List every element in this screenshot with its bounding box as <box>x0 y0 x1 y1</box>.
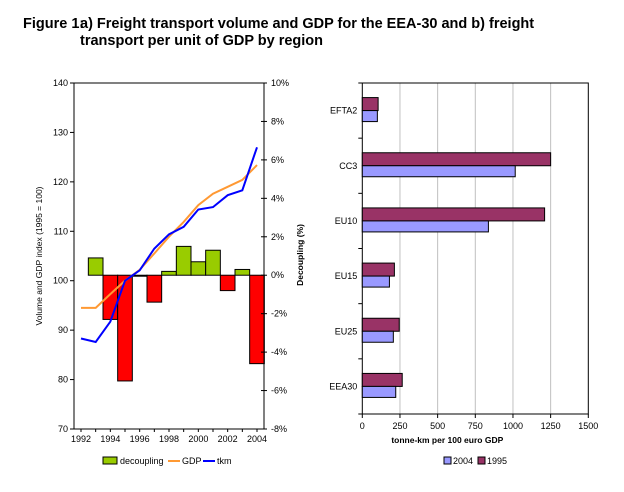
decoupling-bar <box>146 274 163 303</box>
x-tick-label: 1000 <box>503 421 523 431</box>
decoupling-bar <box>102 274 119 320</box>
decoupling-bar <box>219 274 236 292</box>
decoupling-bar <box>249 274 265 365</box>
gdp-line <box>81 164 258 309</box>
right-tick-label: -6% <box>271 386 287 396</box>
bar-2004 <box>361 110 378 123</box>
decoupling-bar <box>117 274 133 382</box>
right-tick-label: 6% <box>271 155 284 165</box>
legend-label-tkm: tkm <box>217 456 232 466</box>
x-axis-title: tonne-km per 100 euro GDP <box>391 435 503 445</box>
category-label: EFTA2 <box>330 106 357 116</box>
plot-area-a <box>74 83 264 429</box>
legend-swatch-decoupling <box>102 456 118 465</box>
right-tick-label: 8% <box>271 116 284 126</box>
category-label: EEA30 <box>329 381 357 391</box>
decoupling-bar <box>131 274 148 277</box>
x-tick-label: 0 <box>360 421 365 431</box>
bar-1995 <box>361 207 546 222</box>
right-tick-label: 4% <box>271 193 284 203</box>
decoupling-bar <box>205 249 221 276</box>
x-tick-label: 2004 <box>247 434 267 444</box>
right-tick-label: 10% <box>271 78 289 88</box>
legend-label-decoupling: decoupling <box>120 456 164 466</box>
tkm-line <box>80 146 258 344</box>
decoupling-bar <box>190 261 207 276</box>
left-tick-label: 120 <box>53 177 68 187</box>
left-tick-label: 80 <box>58 375 68 385</box>
bar-2004 <box>361 385 397 398</box>
x-tick-label: 250 <box>392 421 407 431</box>
left-axis-title: Volume and GDP index (1995 = 100) <box>34 186 44 325</box>
category-label: EU10 <box>335 216 358 226</box>
decoupling-bar <box>234 268 251 276</box>
figure-number: Figure 1: <box>23 16 85 32</box>
category-label: EU25 <box>335 326 358 336</box>
x-tick-label: 2002 <box>218 434 238 444</box>
category-label: EU15 <box>335 271 358 281</box>
legend-label-1995: 1995 <box>487 456 507 466</box>
decoupling-bar <box>87 257 104 276</box>
category-label: CC3 <box>339 161 357 171</box>
x-tick-label: 2000 <box>188 434 208 444</box>
right-tick-label: -2% <box>271 309 287 319</box>
bar-1995 <box>361 372 403 387</box>
bar-2004 <box>361 330 394 343</box>
left-tick-label: 110 <box>54 226 68 236</box>
bar-1995 <box>361 97 379 112</box>
bar-2004 <box>361 220 489 233</box>
x-tick-label: 1994 <box>100 434 120 444</box>
right-tick-label: 2% <box>271 232 284 242</box>
x-tick-label: 1992 <box>71 434 91 444</box>
x-tick-label: 1250 <box>541 421 561 431</box>
right-axis-title: Decoupling (%) <box>295 224 305 286</box>
legend-swatch-1995 <box>477 456 486 465</box>
legend-label-gdp: GDP <box>182 456 202 466</box>
x-tick-label: 1996 <box>130 434 150 444</box>
right-tick-label: -8% <box>271 424 287 434</box>
left-tick-label: 70 <box>58 424 68 434</box>
bar-1995 <box>361 262 395 277</box>
right-tick-label: 0% <box>271 270 284 280</box>
bar-1995 <box>361 317 400 332</box>
bar-2004 <box>361 165 516 178</box>
left-tick-label: 140 <box>53 78 68 88</box>
bar-1995 <box>361 152 552 167</box>
left-tick-label: 90 <box>58 325 68 335</box>
decoupling-bar <box>175 245 192 276</box>
left-tick-label: 130 <box>53 127 68 137</box>
x-tick-label: 750 <box>468 421 483 431</box>
legend-label-2004: 2004 <box>453 456 473 466</box>
bar-2004 <box>361 275 390 288</box>
x-tick-label: 1500 <box>578 421 598 431</box>
legend-swatch-2004 <box>443 456 452 465</box>
figure-caption: a) Freight transport volume and GDP for … <box>80 16 535 49</box>
x-tick-label: 1998 <box>159 434 179 444</box>
decoupling-bar <box>161 270 177 276</box>
x-tick-label: 500 <box>430 421 445 431</box>
right-tick-label: -4% <box>271 347 287 357</box>
left-tick-label: 100 <box>53 276 68 286</box>
